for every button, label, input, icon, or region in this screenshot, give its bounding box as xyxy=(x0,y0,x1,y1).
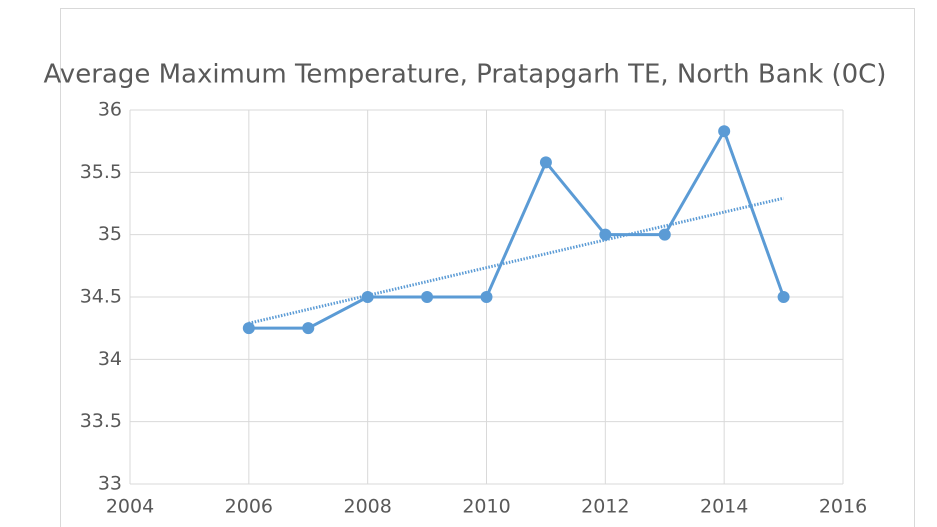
marker xyxy=(421,291,434,303)
x-tick-label: 2014 xyxy=(700,496,748,518)
marker xyxy=(242,322,255,335)
y-tick-label: 34 xyxy=(98,348,122,370)
line xyxy=(248,129,785,330)
marker xyxy=(658,228,671,241)
y-tick-label: 35.5 xyxy=(80,161,122,183)
y-tick-label: 33.5 xyxy=(80,410,122,432)
y-tick-label: 33 xyxy=(98,473,122,495)
marker xyxy=(480,291,493,303)
marker xyxy=(539,156,552,169)
chart-title: Average Maximum Temperature, Pratapgarh … xyxy=(44,60,887,90)
x-tick-label: 2004 xyxy=(106,496,154,518)
y-tick-label: 34.5 xyxy=(80,286,122,308)
x-tick-label: 2016 xyxy=(819,496,867,518)
marker xyxy=(718,125,731,138)
x-tick-label: 2006 xyxy=(225,496,273,518)
marker xyxy=(302,322,315,335)
y-tick-label: 35 xyxy=(98,223,122,245)
marker xyxy=(361,291,374,303)
x-tick-label: 2008 xyxy=(343,496,391,518)
marker xyxy=(777,291,790,303)
y-tick-label: 36 xyxy=(98,99,122,121)
marker xyxy=(599,228,612,241)
x-tick-label: 2012 xyxy=(581,496,629,518)
x-tick-label: 2010 xyxy=(462,496,510,518)
